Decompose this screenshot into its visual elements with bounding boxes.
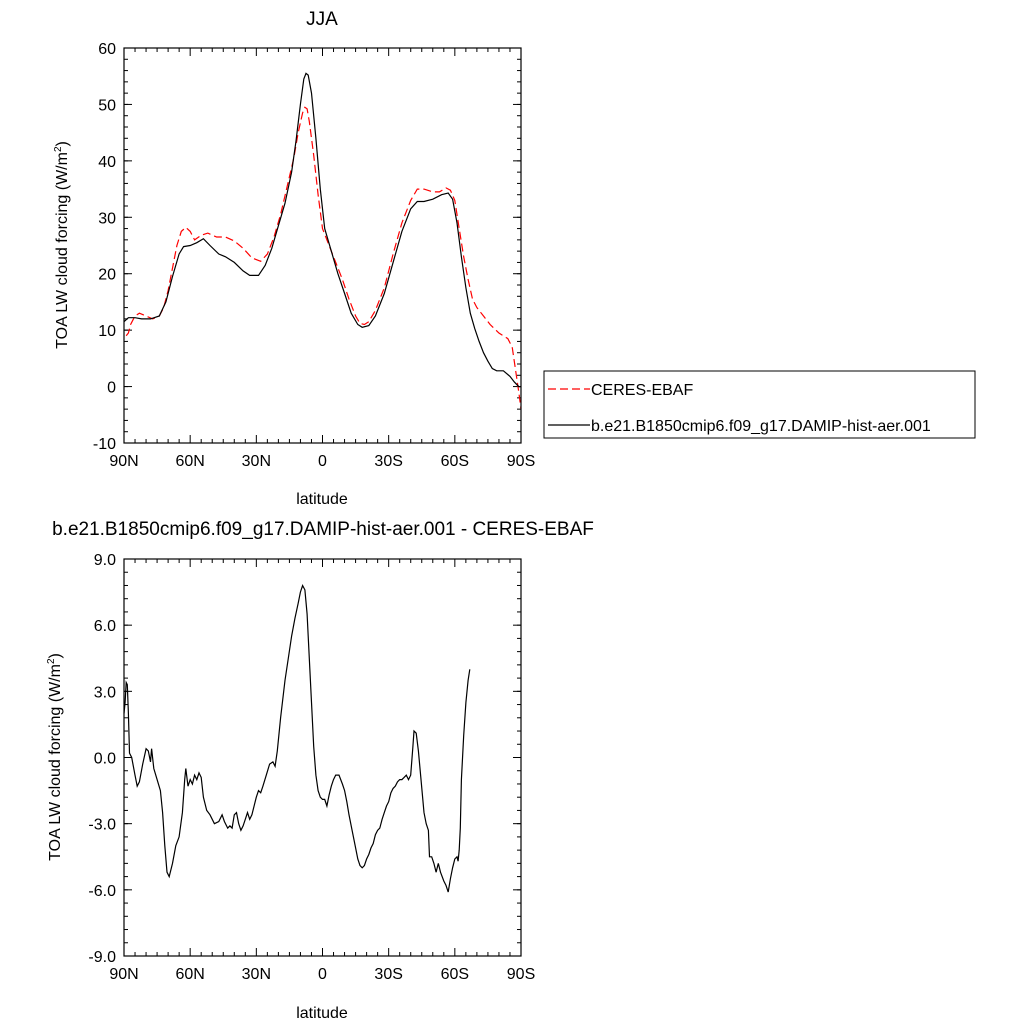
top-y-tick-label: 50 (98, 97, 116, 114)
top-panel-ylabel: TOA LW cloud forcing (W/m2) (53, 141, 71, 349)
legend-box (543, 370, 976, 439)
top-panel-ylabel-main: TOA LW cloud forcing (W/m (54, 152, 71, 349)
bottom-x-tick-label: 30N (242, 966, 271, 983)
top-y-tick-label: 40 (98, 154, 116, 171)
bottom-panel-ylabel: TOA LW cloud forcing (W/m2) (46, 653, 64, 861)
legend: CERES-EBAF b.e21.B1850cmip6.f09_g17.DAMI… (543, 370, 976, 439)
bottom-x-tick-label: 90S (507, 966, 535, 983)
top-y-tick-label: 20 (98, 267, 116, 284)
top-x-tick-label: 30N (242, 453, 271, 470)
top-panel-frame (123, 47, 522, 444)
top-y-tick-label: -10 (93, 436, 116, 453)
bottom-panel-title: b.e21.B1850cmip6.f09_g17.DAMIP-hist-aer.… (52, 519, 594, 540)
top-x-tick-label: 60S (441, 453, 469, 470)
top-x-tick-label: 30S (374, 453, 402, 470)
bottom-y-tick-label: 3.0 (94, 684, 116, 701)
bottom-panel-ylabel-main: TOA LW cloud forcing (W/m (47, 664, 64, 861)
top-y-tick-label: 10 (98, 323, 116, 340)
bottom-panel-ylabel-close: ) (47, 653, 64, 658)
bottom-y-tick-label: 0.0 (94, 751, 116, 768)
bottom-x-tick-label: 30S (374, 966, 402, 983)
top-x-tick-label: 0 (318, 453, 327, 470)
bottom-y-tick-label: -9.0 (88, 949, 116, 966)
bottom-panel-ylabel-sup: 2 (46, 658, 57, 664)
top-y-tick-label: 60 (98, 41, 116, 58)
top-series-line-b-e21-b1850cmip6-f09-g17-damip (123, 72, 521, 388)
top-y-tick-label: 0 (107, 380, 116, 397)
bottom-x-tick-label: 60S (441, 966, 469, 983)
top-x-tick-label: 90S (507, 453, 535, 470)
bottom-panel-tick-labels: 90N 60N 30N 0 30S 60S 90S -9.0 -6.0 -3.0 0.0 3.0 6.0… (88, 552, 535, 983)
top-y-tick-label: 30 (98, 210, 116, 227)
bottom-x-tick-label: 0 (318, 966, 327, 983)
bottom-y-tick-label: 9.0 (94, 552, 116, 569)
top-panel-series (123, 72, 522, 410)
bottom-x-tick-label: 90N (109, 966, 138, 983)
top-panel-title: JJA (306, 9, 338, 30)
bottom-y-tick-label: -6.0 (88, 883, 116, 900)
legend-ceres-label: CERES-EBAF (591, 382, 693, 399)
bottom-panel: b.e21.B1850cmip6.f09_g17.DAMIP-hist-aer.… (46, 519, 594, 1022)
top-panel-ylabel-close: ) (54, 141, 71, 146)
top-panel-xlabel: latitude (296, 491, 348, 508)
top-panel-ylabel-sup: 2 (53, 146, 64, 152)
bottom-panel-ticks (123, 558, 522, 957)
bottom-x-tick-label: 60N (175, 966, 204, 983)
bottom-y-tick-label: -3.0 (88, 817, 116, 834)
bottom-series-line-0 (123, 583, 471, 893)
top-panel: JJA 90N 60N 30N 0 30S 60S 90S-100102030405060 … (53, 9, 535, 508)
top-x-tick-label: 90N (109, 453, 138, 470)
legend-model-label: b.e21.B1850cmip6.f09_g17.DAMIP-hist-aer.… (591, 418, 931, 435)
bottom-panel-xlabel: latitude (296, 1005, 348, 1022)
bottom-y-tick-label: 6.0 (94, 618, 116, 635)
top-x-tick-label: 60N (175, 453, 204, 470)
top-panel-tick-labels: 90N 60N 30N 0 30S 60S 90S -10 0 10 20 30 40 50 60 (93, 41, 535, 470)
bottom-panel-series (123, 583, 471, 893)
bottom-panel-frame (123, 558, 522, 957)
